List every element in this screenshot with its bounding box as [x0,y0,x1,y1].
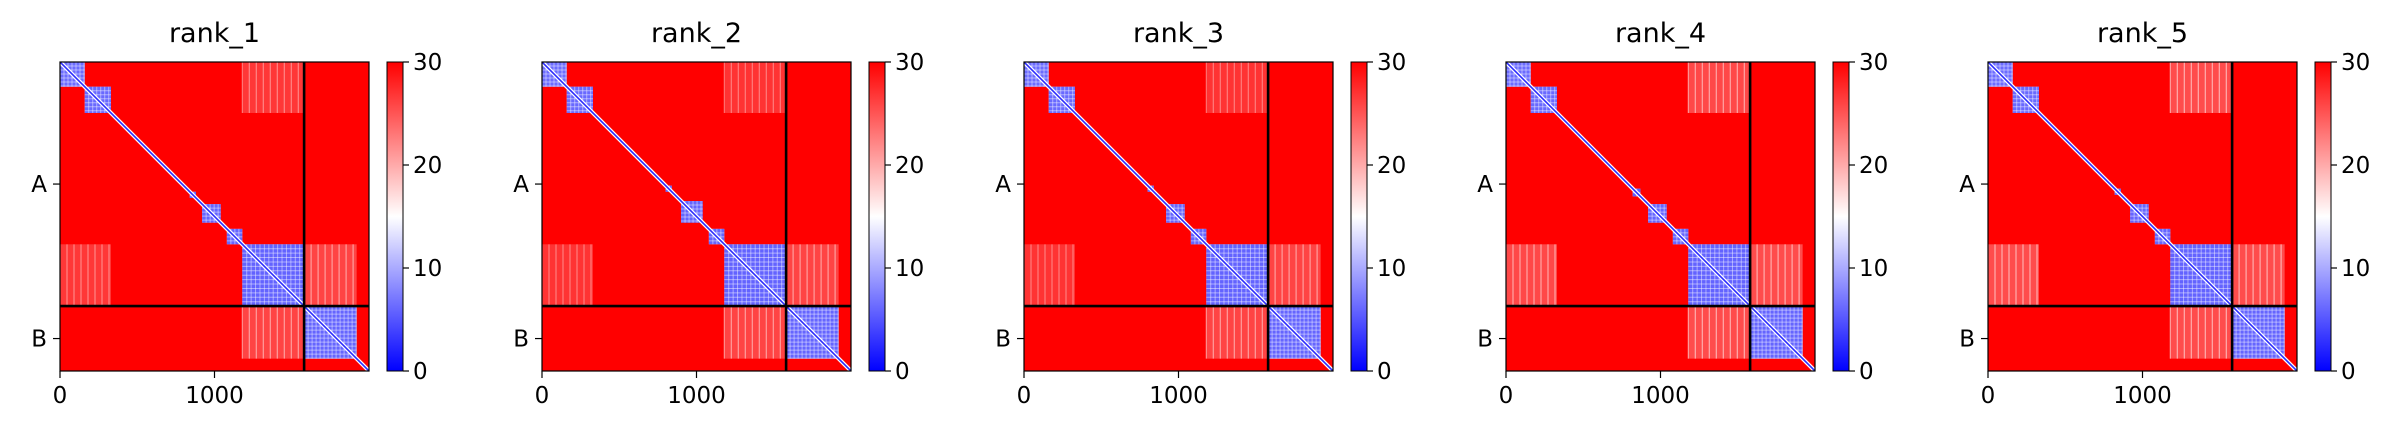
colorbar-tick-label: 30 [413,50,442,76]
colorbar-gradient [2314,61,2332,372]
off-diagonal-patch [1688,306,1751,359]
colorbar-tick-label: 20 [1859,153,1888,179]
off-diagonal-patch [2232,244,2285,307]
colorbar-gradient [386,61,404,372]
colorbar-tick-label: 10 [2341,256,2370,282]
off-diagonal-patch [1206,306,1269,359]
off-diagonal-patch [242,306,305,359]
heatmap-panel-1: rank_1 A B 0 1000 0 10 20 30 [31,18,442,409]
heatmap-image [542,62,851,371]
heatmap-panel-2: rank_2 A B 0 1000 0 10 20 30 [513,18,924,409]
y-tick-label: A [31,172,47,198]
y-tick-label: B [513,327,529,353]
heatmap-panel-3: rank_3 A B 0 1000 0 10 20 30 [995,18,1406,409]
off-diagonal-patch [1506,244,1557,307]
y-tick-label: B [1959,327,1975,353]
x-tick-label: 0 [1499,383,1514,409]
colorbar: 0 10 20 30 [2314,50,2370,385]
panel-title: rank_5 [2097,18,2188,49]
y-tick-label: A [513,172,529,198]
colorbar: 0 10 20 30 [386,50,442,385]
colorbar: 0 10 20 30 [1832,50,1888,385]
heatmap-panel-4: rank_4 A B 0 1000 0 10 20 30 [1477,18,1888,409]
colorbar-tick-label: 0 [413,359,428,385]
off-diagonal-patch [1024,244,1075,307]
y-tick-label: B [995,327,1011,353]
diagonal-line [60,62,369,371]
diagonal-line [542,62,851,371]
panel-title: rank_3 [1133,18,1224,49]
colorbar-gradient [868,61,886,372]
colorbar: 0 10 20 30 [1350,50,1406,385]
diagonal-line [1988,62,2297,371]
colorbar-tick-label: 20 [2341,153,2370,179]
colorbar-tick-label: 10 [413,256,442,282]
off-diagonal-patch [242,62,305,113]
colorbar-tick-label: 10 [895,256,924,282]
diagonal-line [1024,62,1333,371]
off-diagonal-patch [60,244,111,307]
heatmap-image [1024,62,1333,371]
y-tick-label: A [1959,172,1975,198]
off-diagonal-patch [2170,62,2233,113]
off-diagonal-patch [1268,244,1321,307]
colorbar-tick-label: 20 [895,153,924,179]
x-tick-label: 1000 [667,383,726,409]
y-tick-label: B [1477,327,1493,353]
off-diagonal-patch [724,62,787,113]
colorbar-tick-label: 10 [1377,256,1406,282]
off-diagonal-patch [786,244,839,307]
off-diagonal-patch [724,306,787,359]
y-tick-label: A [995,172,1011,198]
colorbar-gradient [1350,61,1368,372]
colorbar-tick-label: 20 [413,153,442,179]
heatmap-image [1988,62,2297,371]
colorbar-tick-label: 30 [1377,50,1406,76]
diagonal-line [1506,62,1815,371]
colorbar-tick-label: 20 [1377,153,1406,179]
x-tick-label: 1000 [2113,383,2172,409]
heatmap-image [60,62,369,371]
panel-title: rank_4 [1615,18,1706,49]
colorbar-tick-label: 0 [895,359,910,385]
off-diagonal-patch [1750,244,1803,307]
colorbar-tick-label: 0 [1377,359,1392,385]
colorbar-gradient [1832,61,1850,372]
panel-title: rank_2 [651,18,742,49]
x-tick-label: 0 [1981,383,1996,409]
off-diagonal-patch [304,244,357,307]
colorbar-tick-label: 30 [1859,50,1888,76]
x-tick-label: 0 [1017,383,1032,409]
colorbar-tick-label: 0 [2341,359,2356,385]
heatmap-image [1506,62,1815,371]
x-tick-label: 1000 [1631,383,1690,409]
x-tick-label: 1000 [1149,383,1208,409]
off-diagonal-patch [2170,306,2233,359]
colorbar-tick-label: 0 [1859,359,1874,385]
off-diagonal-patch [1688,62,1751,113]
colorbar: 0 10 20 30 [868,50,924,385]
colorbar-tick-label: 10 [1859,256,1888,282]
y-tick-label: B [31,327,47,353]
y-tick-label: A [1477,172,1493,198]
off-diagonal-patch [1988,244,2039,307]
off-diagonal-patch [542,244,593,307]
colorbar-tick-label: 30 [2341,50,2370,76]
x-tick-label: 0 [535,383,550,409]
x-tick-label: 0 [53,383,68,409]
off-diagonal-patch [1206,62,1269,113]
panel-title: rank_1 [169,18,260,49]
colorbar-tick-label: 30 [895,50,924,76]
x-tick-label: 1000 [185,383,244,409]
heatmap-panel-5: rank_5 A B 0 1000 0 10 20 30 [1959,18,2370,409]
